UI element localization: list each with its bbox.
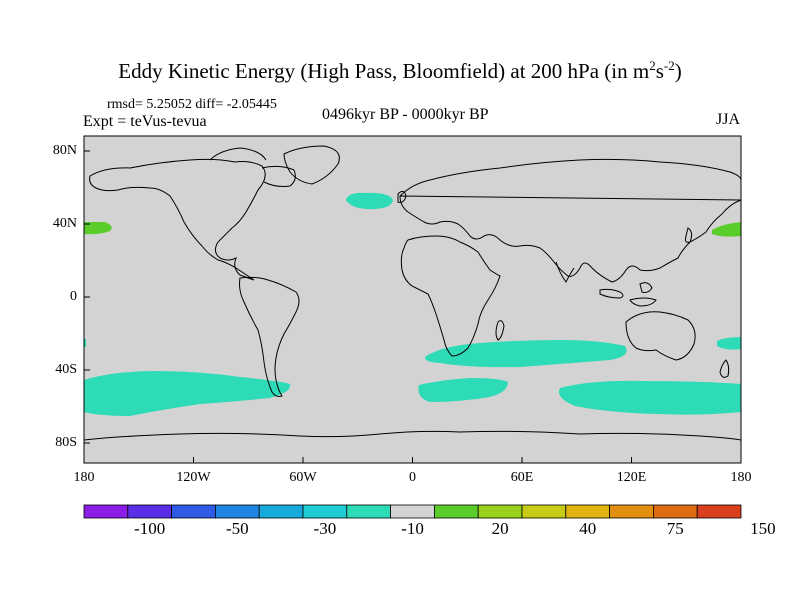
colorbar-label: 75 xyxy=(666,519,684,538)
anomaly-np-east xyxy=(712,222,741,237)
anomaly-np-west xyxy=(84,222,112,235)
colorbar-label: 40 xyxy=(579,519,597,538)
colorbar xyxy=(83,504,742,519)
experiment-label: Expt = teVus-tevua xyxy=(83,113,207,130)
colorbar-swatch xyxy=(346,504,391,519)
lon-label: 180 xyxy=(73,470,95,485)
colorbar-swatch xyxy=(565,504,610,519)
colorbar-swatch xyxy=(390,504,435,519)
season-label: JJA xyxy=(716,111,741,128)
colorbar-swatch xyxy=(302,504,348,519)
map-background xyxy=(84,136,741,463)
coastlines xyxy=(83,145,742,441)
map-title: Eddy Kinetic Energy (High Pass, Bloomfie… xyxy=(118,58,682,83)
anomaly-positive-regions xyxy=(84,222,741,237)
anomaly-south-pacific xyxy=(84,371,291,416)
anomaly-south-atlantic xyxy=(418,378,508,402)
colorbar-swatch xyxy=(83,504,129,519)
lat-label: 80S xyxy=(55,435,77,450)
colorbar-swatch xyxy=(171,504,216,519)
colorbar-label: -100 xyxy=(134,519,166,538)
colorbar-swatch xyxy=(258,504,304,519)
lat-label: 40N xyxy=(52,216,77,231)
stats-text: rmsd= 5.25052 diff= -2.05445 xyxy=(107,97,277,112)
colorbar-swatch xyxy=(127,504,173,519)
anomaly-indian-ocean xyxy=(424,340,627,368)
colorbar-label: 20 xyxy=(491,519,509,538)
colorbar-swatch xyxy=(653,504,698,519)
anomaly-negative-regions xyxy=(84,192,741,416)
lat-label: 0 xyxy=(70,289,77,304)
lon-label: 120W xyxy=(176,470,211,485)
lon-label: 120E xyxy=(616,470,647,485)
colorbar-swatch xyxy=(609,504,654,519)
lat-label: 40S xyxy=(55,362,77,377)
colorbar-label: -30 xyxy=(313,519,337,538)
colorbar-label: -10 xyxy=(401,519,424,538)
lat-label: 80N xyxy=(52,143,77,158)
colorbar-label: 150 xyxy=(750,519,776,538)
lon-label: 180 xyxy=(730,470,752,485)
colorbar-swatch xyxy=(477,504,523,519)
colorbar-label: -50 xyxy=(225,519,249,538)
colorbar-swatch xyxy=(433,504,479,519)
anomaly-tasman xyxy=(717,337,741,350)
lon-label: 0 xyxy=(409,470,416,485)
colorbar-swatch xyxy=(214,504,260,519)
colorbar-swatch xyxy=(696,504,742,519)
colorbar-swatch xyxy=(521,504,567,519)
period-label: 0496kyr BP - 0000kyr BP xyxy=(322,106,489,123)
lon-label: 60E xyxy=(510,470,534,485)
anomaly-southern-indian xyxy=(559,380,741,415)
lon-label: 60W xyxy=(289,470,317,485)
anomaly-north-pacific xyxy=(346,192,393,210)
axis-ticks xyxy=(83,150,742,463)
